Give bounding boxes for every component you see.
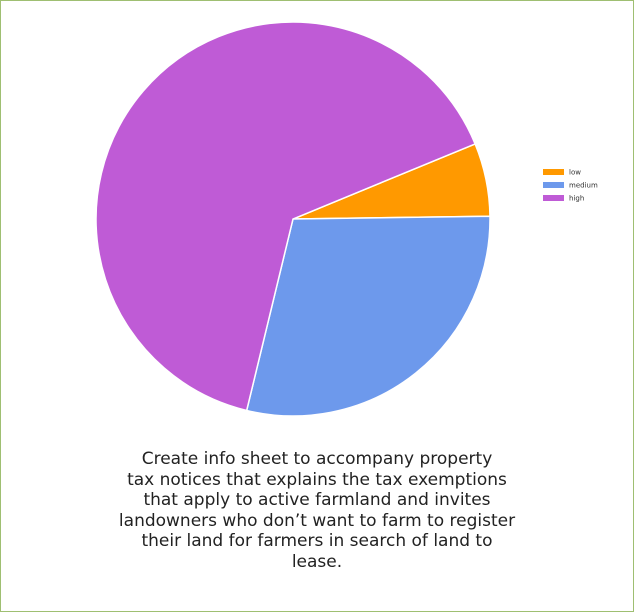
- legend-swatch-medium: [543, 182, 564, 188]
- chart-legend: low medium high: [543, 169, 598, 203]
- pie-slice-medium: [245, 215, 491, 417]
- pie-slice-high: [95, 21, 477, 412]
- legend-swatch-high: [543, 195, 564, 201]
- caption-text: Create info sheet to accompany property …: [118, 449, 516, 572]
- legend-label-medium: medium: [569, 182, 598, 190]
- pie-slices: [95, 21, 491, 417]
- legend-swatch-low: [543, 169, 564, 175]
- legend-label-high: high: [569, 195, 584, 203]
- legend-label-low: low: [569, 169, 581, 177]
- pie-chart: low medium high: [95, 21, 598, 417]
